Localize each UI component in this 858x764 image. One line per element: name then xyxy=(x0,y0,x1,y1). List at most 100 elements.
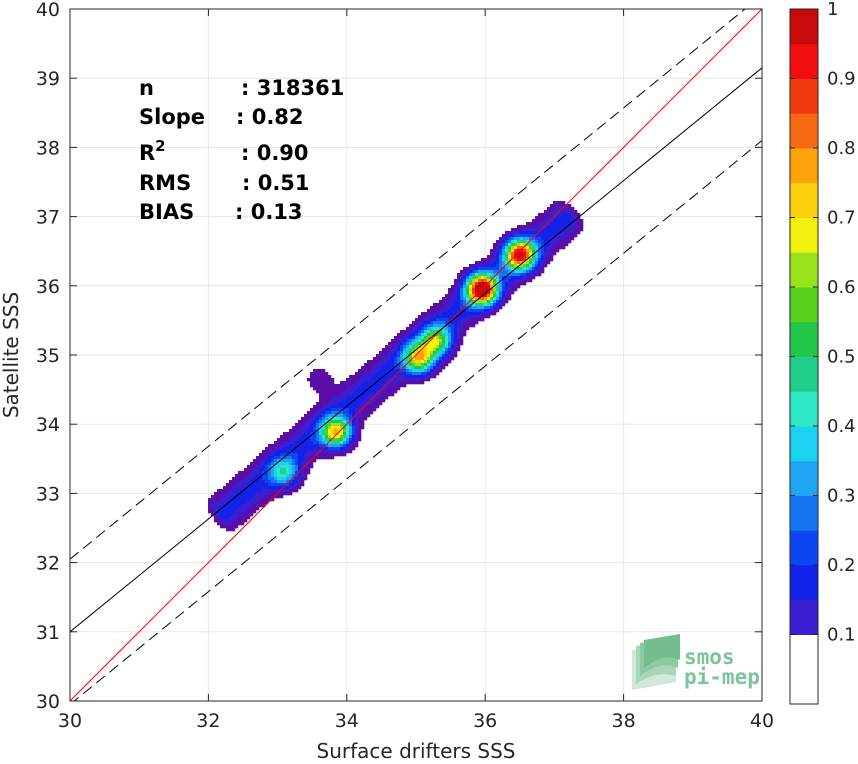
density-cell xyxy=(436,333,440,337)
density-cell xyxy=(280,444,284,448)
density-cell xyxy=(481,261,485,265)
density-cell xyxy=(469,315,473,319)
density-cell xyxy=(283,441,287,445)
density-cell xyxy=(286,483,290,487)
density-cell xyxy=(523,270,527,274)
density-cell xyxy=(496,264,500,268)
density-cell xyxy=(460,288,464,292)
density-cell xyxy=(331,426,335,430)
colorbar-tick-label-6: 0.7 xyxy=(827,208,856,229)
x-axis-ticks: 30 32 34 36 38 40 xyxy=(58,9,774,732)
density-cell xyxy=(478,270,482,274)
density-cell xyxy=(340,414,344,418)
density-cell xyxy=(580,222,584,226)
density-cell xyxy=(454,351,458,355)
density-cell xyxy=(277,483,281,487)
density-cell xyxy=(331,417,335,421)
density-cell xyxy=(361,408,365,412)
density-cell xyxy=(259,468,263,472)
density-cell xyxy=(562,213,566,217)
density-cell xyxy=(403,333,407,337)
density-cell xyxy=(394,378,398,382)
density-cell xyxy=(481,309,485,313)
density-cell xyxy=(232,516,236,520)
density-cell xyxy=(505,240,509,244)
density-cell xyxy=(391,387,395,391)
density-cell xyxy=(247,477,251,481)
density-cell xyxy=(400,384,404,388)
density-cell xyxy=(427,378,431,382)
density-cell xyxy=(292,450,296,454)
density-cell xyxy=(457,297,461,301)
density-cell xyxy=(307,468,311,472)
density-cell xyxy=(565,207,569,211)
density-cell xyxy=(556,207,560,211)
density-cell xyxy=(292,441,296,445)
density-cell xyxy=(322,429,326,433)
density-cell xyxy=(406,366,410,370)
density-cell xyxy=(238,522,242,526)
density-cell xyxy=(496,252,500,256)
density-cell xyxy=(508,267,512,271)
density-cell xyxy=(433,321,437,325)
density-cell xyxy=(403,384,407,388)
density-cell xyxy=(496,309,500,313)
density-cell xyxy=(418,339,422,343)
density-cell xyxy=(502,297,506,301)
density-cell xyxy=(502,285,506,289)
density-cell xyxy=(529,246,533,250)
density-cell xyxy=(502,252,506,256)
density-cell xyxy=(340,402,344,406)
density-cell xyxy=(499,243,503,247)
density-cell xyxy=(508,273,512,277)
density-cell xyxy=(364,393,368,397)
density-cell xyxy=(280,468,284,472)
density-cell xyxy=(328,417,332,421)
density-cell xyxy=(442,339,446,343)
density-cell xyxy=(469,273,473,277)
density-cell xyxy=(547,225,551,229)
density-cell xyxy=(481,315,485,319)
density-cell xyxy=(484,315,488,319)
density-cell xyxy=(295,465,299,469)
density-cell xyxy=(412,381,416,385)
density-cell xyxy=(436,351,440,355)
density-cell xyxy=(274,447,278,451)
density-cell xyxy=(445,321,449,325)
density-cell xyxy=(529,249,533,253)
density-cell xyxy=(511,228,515,232)
density-cell xyxy=(508,285,512,289)
density-cell xyxy=(343,444,347,448)
density-cell xyxy=(241,486,245,490)
density-cell xyxy=(517,234,521,238)
density-cell xyxy=(454,294,458,298)
density-cell xyxy=(391,345,395,349)
density-cell xyxy=(328,402,332,406)
density-cell xyxy=(427,339,431,343)
density-cell xyxy=(400,348,404,352)
density-cell xyxy=(451,348,455,352)
density-cell xyxy=(262,459,266,463)
density-cell xyxy=(457,312,461,316)
density-cell xyxy=(409,333,413,337)
density-cell xyxy=(409,378,413,382)
density-cell xyxy=(418,381,422,385)
density-cell xyxy=(283,474,287,478)
density-cell xyxy=(511,231,515,235)
density-cell xyxy=(481,258,485,262)
density-cell xyxy=(340,390,344,394)
density-cell xyxy=(487,261,491,265)
density-cell xyxy=(418,378,422,382)
density-cell xyxy=(334,405,338,409)
density-cell xyxy=(325,453,329,457)
density-cell xyxy=(301,444,305,448)
density-cell xyxy=(499,297,503,301)
density-cell xyxy=(301,483,305,487)
density-cell xyxy=(211,513,215,517)
stat-label-0: n xyxy=(139,76,154,100)
colorbar-segment-9 xyxy=(790,321,818,357)
density-cell xyxy=(274,471,278,475)
density-cell xyxy=(508,234,512,238)
density-cell xyxy=(409,348,413,352)
density-cell xyxy=(340,408,344,412)
